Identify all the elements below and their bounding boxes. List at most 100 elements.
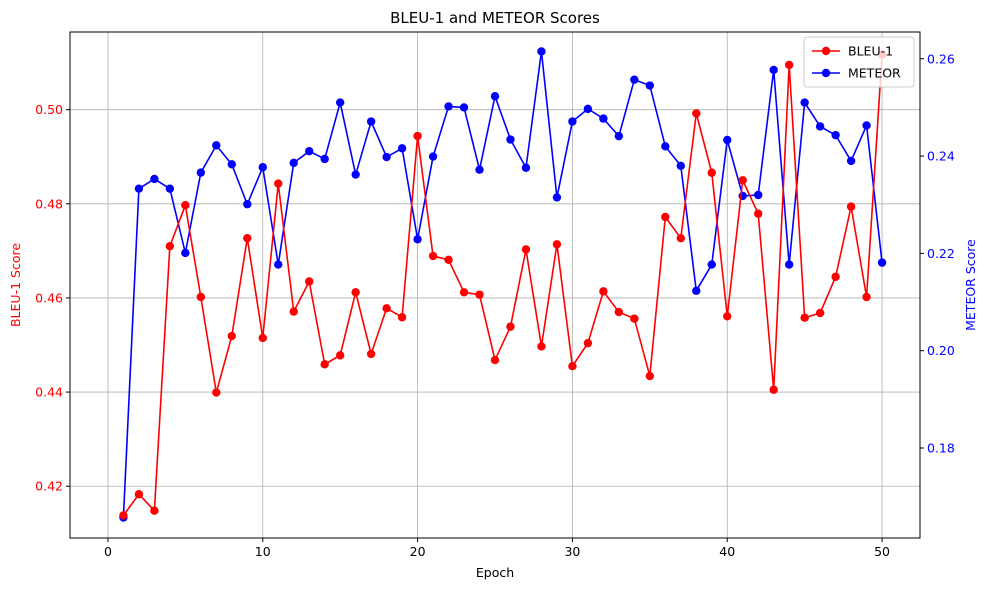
data-point-bleu-1 <box>552 240 562 249</box>
data-point-meteor <box>568 117 577 126</box>
y-left-tick-label: 0.50 <box>35 102 63 117</box>
y-left-tick-label: 0.48 <box>35 196 63 211</box>
data-point-bleu-1 <box>568 361 577 371</box>
series-bleu-1 <box>119 50 887 520</box>
x-tick-label: 20 <box>410 544 426 559</box>
data-point-meteor <box>335 98 345 107</box>
data-point-bleu-1 <box>769 385 778 394</box>
plot-frame <box>69 31 921 539</box>
data-point-meteor <box>661 142 670 151</box>
y-right-tick-label: 0.18 <box>927 440 955 455</box>
data-point-bleu-1 <box>583 338 593 348</box>
data-point-meteor <box>877 258 887 267</box>
data-point-meteor <box>351 170 360 179</box>
y-right-axis-title: METEOR Score <box>963 239 978 331</box>
data-point-meteor <box>614 131 624 141</box>
legend-label-bleu-1: BLEU-1 <box>848 44 893 59</box>
x-tick-label: 50 <box>874 544 890 559</box>
data-point-meteor <box>738 191 747 201</box>
data-point-meteor <box>583 104 593 114</box>
data-point-meteor <box>800 98 809 107</box>
data-point-meteor <box>784 260 794 269</box>
data-point-meteor <box>305 147 314 156</box>
data-point-bleu-1 <box>134 490 144 499</box>
data-point-bleu-1 <box>645 371 655 381</box>
data-point-meteor <box>645 81 655 90</box>
y-right-tick-label: 0.22 <box>927 246 955 261</box>
data-point-bleu-1 <box>181 201 190 210</box>
data-point-meteor <box>382 152 391 162</box>
data-point-bleu-1 <box>382 304 391 313</box>
data-point-bleu-1 <box>784 60 794 70</box>
data-point-bleu-1 <box>428 251 438 261</box>
x-axis-title: Epoch <box>476 565 514 580</box>
chart-title: BLEU-1 and METEOR Scores <box>390 9 600 27</box>
data-point-bleu-1 <box>490 355 500 365</box>
axes: 0 10 20 30 40 50 0.42 0.44 0.46 0.48 0.50 0.18 0.20 0… <box>35 51 955 559</box>
data-point-bleu-1 <box>227 331 236 341</box>
y-left-tick-label: 0.42 <box>35 479 63 494</box>
data-point-meteor <box>862 121 871 130</box>
data-point-meteor <box>243 200 252 209</box>
data-point-meteor <box>552 193 562 202</box>
data-point-bleu-1 <box>846 202 856 211</box>
data-point-bleu-1 <box>630 314 639 323</box>
data-point-bleu-1 <box>661 212 670 222</box>
data-point-bleu-1 <box>444 255 453 265</box>
data-point-bleu-1 <box>815 308 825 318</box>
data-point-bleu-1 <box>676 233 685 243</box>
data-point-bleu-1 <box>800 313 809 322</box>
data-point-meteor <box>831 130 840 140</box>
legend-box <box>803 36 915 88</box>
data-point-bleu-1 <box>305 277 314 286</box>
data-point-meteor <box>707 260 716 269</box>
x-tick-label: 0 <box>104 544 112 559</box>
y-left-tick-label: 0.46 <box>35 290 63 305</box>
data-point-meteor <box>754 190 763 200</box>
data-point-meteor <box>459 103 469 112</box>
data-point-bleu-1 <box>614 307 624 317</box>
data-point-meteor <box>289 158 298 168</box>
data-point-bleu-1 <box>537 342 546 351</box>
data-point-meteor <box>212 141 221 150</box>
data-point-bleu-1 <box>754 209 763 218</box>
data-point-bleu-1 <box>862 292 871 302</box>
data-point-bleu-1 <box>521 245 531 254</box>
data-point-meteor <box>537 47 546 56</box>
data-point-bleu-1 <box>351 288 360 297</box>
data-point-bleu-1 <box>243 233 252 243</box>
data-point-meteor <box>444 102 453 111</box>
data-point-bleu-1 <box>413 131 422 141</box>
data-point-meteor <box>769 65 778 75</box>
data-point-bleu-1 <box>119 511 128 520</box>
data-point-bleu-1 <box>738 176 747 185</box>
series-layer <box>119 47 887 522</box>
data-point-meteor <box>413 235 422 244</box>
data-point-meteor <box>676 161 685 170</box>
data-point-meteor <box>846 156 856 166</box>
data-point-meteor <box>815 122 825 131</box>
data-point-bleu-1 <box>506 322 515 331</box>
legend: BLEU-1 METEOR <box>803 36 915 88</box>
data-point-meteor <box>181 248 190 258</box>
data-point-bleu-1 <box>475 290 484 299</box>
data-point-meteor <box>134 184 144 193</box>
data-point-bleu-1 <box>150 506 159 515</box>
data-point-bleu-1 <box>707 168 716 177</box>
data-point-meteor <box>599 114 608 123</box>
x-tick-label: 10 <box>255 544 271 559</box>
data-point-meteor <box>274 260 283 269</box>
data-point-bleu-1 <box>335 351 345 360</box>
data-point-bleu-1 <box>258 333 267 343</box>
data-point-bleu-1 <box>274 179 283 188</box>
data-point-bleu-1 <box>320 360 329 369</box>
data-point-meteor <box>475 165 484 174</box>
data-point-meteor <box>521 163 531 172</box>
data-point-bleu-1 <box>459 288 469 297</box>
data-point-meteor <box>723 135 732 145</box>
data-point-bleu-1 <box>165 241 175 251</box>
y-right-tick-label: 0.20 <box>927 343 955 358</box>
data-point-meteor <box>165 184 175 193</box>
